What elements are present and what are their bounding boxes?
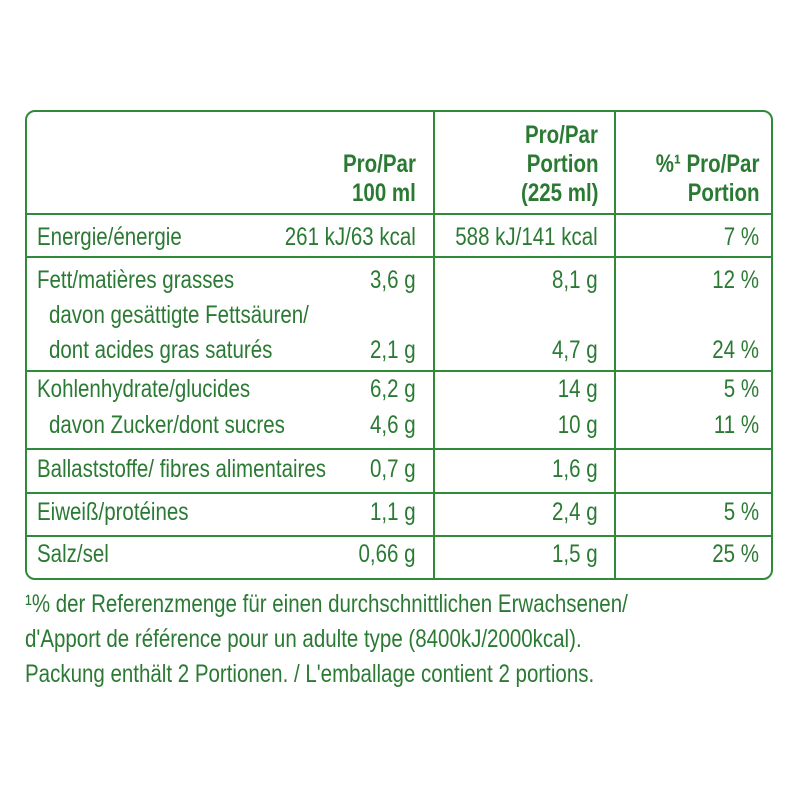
salt-pct: 25 % — [712, 540, 759, 568]
satfat-portion: 4,7 g — [552, 336, 598, 364]
sugar-per100: 4,6 g — [370, 411, 416, 439]
header-portion-line3: (225 ml) — [520, 179, 598, 207]
sugar-pct: 11 % — [713, 411, 759, 439]
satfat-per100: 2,1 g — [370, 336, 416, 364]
column-divider-2 — [614, 112, 616, 578]
salt-portion: 1,5 g — [552, 540, 598, 568]
row-divider-header — [27, 213, 771, 215]
fat-label: Fett/matières grasses — [37, 266, 235, 294]
protein-portion: 2,4 g — [552, 498, 598, 526]
salt-per100: 0,66 g — [358, 540, 416, 568]
energy-pct: 7 % — [723, 223, 759, 251]
fibre-portion: 1,6 g — [552, 455, 598, 483]
nutrition-table: Pro/Par 100 ml Pro/Par Portion (225 ml) … — [25, 110, 773, 580]
fibre-label: Ballaststoffe/ fibres alimentaires — [37, 455, 327, 483]
energy-per100: 261 kJ/63 kcal — [284, 223, 416, 251]
header-pct-line1: %¹ Pro/Par — [655, 150, 759, 178]
header-pct-line2: Portion — [687, 179, 759, 207]
protein-per100: 1,1 g — [370, 498, 416, 526]
energy-label: Energie/énergie — [37, 223, 182, 251]
row-divider-protein — [27, 535, 771, 537]
energy-portion: 588 kJ/141 kcal — [455, 223, 598, 251]
footnote-line-3: Packung enthält 2 Portionen. / L'emballa… — [25, 660, 595, 688]
protein-label: Eiweiß/protéines — [37, 498, 189, 526]
row-divider-fat — [27, 370, 771, 372]
sugar-portion: 10 g — [558, 411, 598, 439]
header-portion-line1: Pro/Par — [525, 121, 598, 149]
fat-pct: 12 % — [712, 266, 759, 294]
satfat-pct: 24 % — [712, 336, 759, 364]
fibre-per100: 0,7 g — [370, 455, 416, 483]
row-divider-energy — [27, 256, 771, 258]
footnote-line-2: d'Apport de référence pour un adulte typ… — [25, 625, 582, 653]
carbs-label: Kohlenhydrate/glucides — [37, 375, 251, 403]
carbs-portion: 14 g — [558, 375, 598, 403]
row-divider-fibre — [27, 492, 771, 494]
header-per100-line1: Pro/Par — [343, 150, 416, 178]
column-divider-1 — [433, 112, 435, 578]
protein-pct: 5 % — [723, 498, 759, 526]
satfat-label-line2: dont acides gras saturés — [49, 336, 273, 364]
header-per100-line2: 100 ml — [352, 179, 416, 207]
sugar-label: davon Zucker/dont sucres — [49, 411, 285, 439]
footnote-line-1: ¹% der Referenzmenge für einen durchschn… — [25, 590, 628, 618]
row-divider-carbs — [27, 448, 771, 450]
salt-label: Salz/sel — [37, 540, 109, 568]
fat-per100: 3,6 g — [370, 266, 416, 294]
carbs-per100: 6,2 g — [370, 375, 416, 403]
carbs-pct: 5 % — [723, 375, 759, 403]
satfat-label-line1: davon gesättigte Fettsäuren/ — [49, 301, 309, 329]
fat-portion: 8,1 g — [552, 266, 598, 294]
header-portion-line2: Portion — [526, 150, 598, 178]
